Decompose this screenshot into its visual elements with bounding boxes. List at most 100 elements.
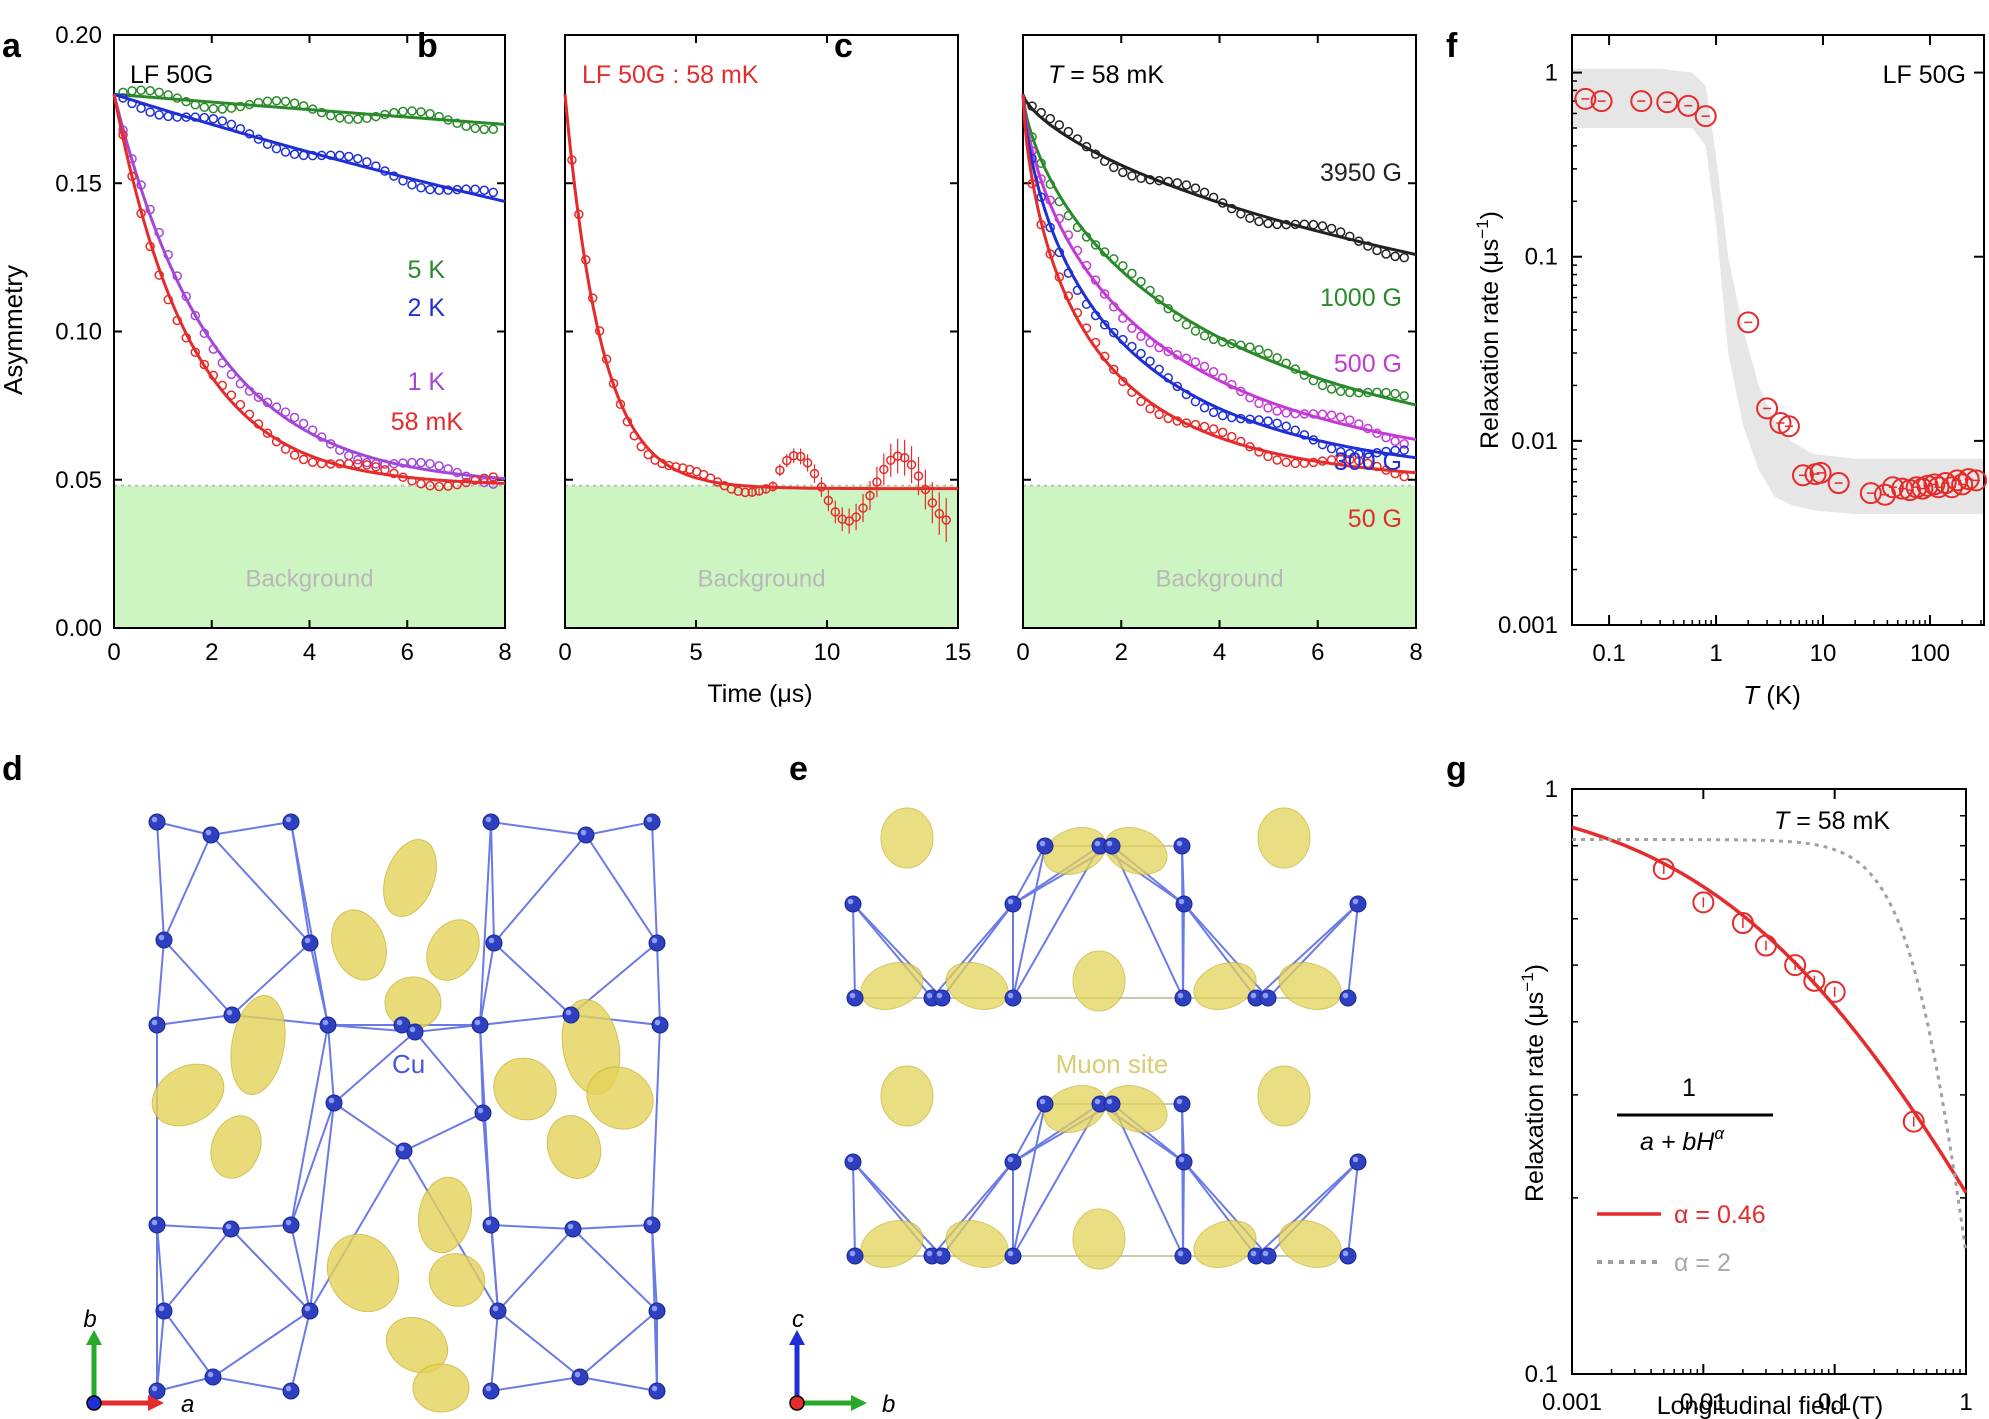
data-point (1390, 468, 1400, 479)
data-point (1354, 449, 1364, 459)
bond (210, 821, 292, 836)
data-point (253, 419, 264, 429)
data-point (1109, 327, 1119, 338)
cu-atom (844, 1153, 862, 1171)
data-point (1381, 446, 1391, 457)
data-point (1254, 398, 1264, 409)
data-point (362, 157, 372, 167)
atom-highlight (651, 1385, 658, 1392)
bond (479, 821, 492, 1026)
cu-atom (648, 934, 666, 952)
data-point (1399, 471, 1409, 482)
bond (156, 1014, 233, 1026)
bond (156, 1310, 165, 1392)
atom-highlight (474, 1019, 481, 1026)
cu-atom (846, 1247, 864, 1265)
atom-highlight (409, 1026, 416, 1033)
data-point (298, 418, 309, 429)
atom-highlight (1039, 840, 1046, 847)
data-point (1308, 409, 1319, 419)
data-point (1290, 364, 1301, 374)
bond (490, 1224, 499, 1312)
data-point (344, 151, 354, 162)
data-point (899, 452, 910, 463)
data-point (1145, 174, 1155, 185)
data-point (1109, 302, 1119, 312)
atom-highlight (567, 1223, 574, 1230)
atom-highlight (651, 1305, 658, 1312)
atom-highlight (936, 1250, 943, 1257)
data-point (913, 471, 924, 481)
cu-atom (325, 1094, 343, 1112)
data-point (1345, 448, 1355, 459)
data-point (163, 249, 173, 260)
data-point (1290, 219, 1301, 230)
data-point (235, 378, 246, 389)
data-point (1911, 477, 1934, 500)
data-point (1172, 350, 1183, 360)
data-point (1272, 418, 1282, 428)
bond (479, 1014, 572, 1026)
data-point (1677, 94, 1700, 117)
data-point (127, 171, 137, 181)
atom-highlight (151, 1385, 158, 1392)
data-point (1145, 356, 1155, 366)
x-tick-label: 8 (498, 639, 511, 666)
data-point (353, 153, 363, 164)
data-point (1163, 346, 1173, 357)
bond (1012, 845, 1046, 905)
data-point (1630, 90, 1653, 113)
bond (579, 1376, 658, 1392)
formula-denominator: a + bHα (1640, 1124, 1725, 1156)
data-point (872, 477, 882, 487)
data-point (163, 90, 173, 100)
muon-site (1257, 1065, 1311, 1127)
data-point (567, 155, 577, 165)
fit-line (113, 92, 506, 126)
data-point (181, 333, 191, 343)
data-point (1208, 407, 1219, 418)
cu-atom (648, 1302, 666, 1320)
x-tick-label: 5 (689, 639, 702, 666)
data-point (1399, 445, 1409, 455)
bond (585, 821, 653, 836)
data-point (1090, 149, 1101, 159)
data-point (1245, 213, 1255, 223)
data-point (190, 112, 201, 122)
bond (1347, 1161, 1359, 1257)
data-point (1099, 351, 1110, 362)
data-point (380, 459, 390, 469)
data-point (1299, 219, 1310, 229)
bond (230, 1228, 311, 1312)
data-point (1154, 294, 1164, 305)
atom-highlight (1039, 1098, 1046, 1105)
cu-atom (1004, 989, 1022, 1007)
axis-c-dot (86, 1395, 102, 1411)
bond (212, 1310, 311, 1378)
atom-highlight (1094, 840, 1101, 847)
data-point (389, 171, 399, 181)
data-point (172, 315, 182, 326)
muon-site (880, 807, 934, 869)
bond (1111, 845, 1184, 999)
data-point (262, 397, 273, 408)
data-point (1190, 357, 1201, 367)
data-point (244, 99, 255, 110)
legend-label: 1000 G (1320, 284, 1402, 312)
muon-site (384, 976, 442, 1030)
data-point (1317, 409, 1328, 419)
bond (931, 903, 1014, 999)
cu-atom (406, 1023, 424, 1041)
bond (1255, 903, 1359, 999)
data-point (1372, 447, 1382, 458)
data-point (217, 380, 228, 391)
fit-curve-dotted (1572, 838, 1968, 1254)
atom-highlight (1250, 1250, 1257, 1257)
cu-atom (1036, 837, 1054, 855)
data-point (1784, 954, 1807, 977)
bond (156, 821, 212, 836)
bond (490, 821, 495, 944)
atom-highlight (1178, 1156, 1185, 1163)
atom-highlight (580, 829, 587, 836)
data-point (1090, 240, 1101, 250)
